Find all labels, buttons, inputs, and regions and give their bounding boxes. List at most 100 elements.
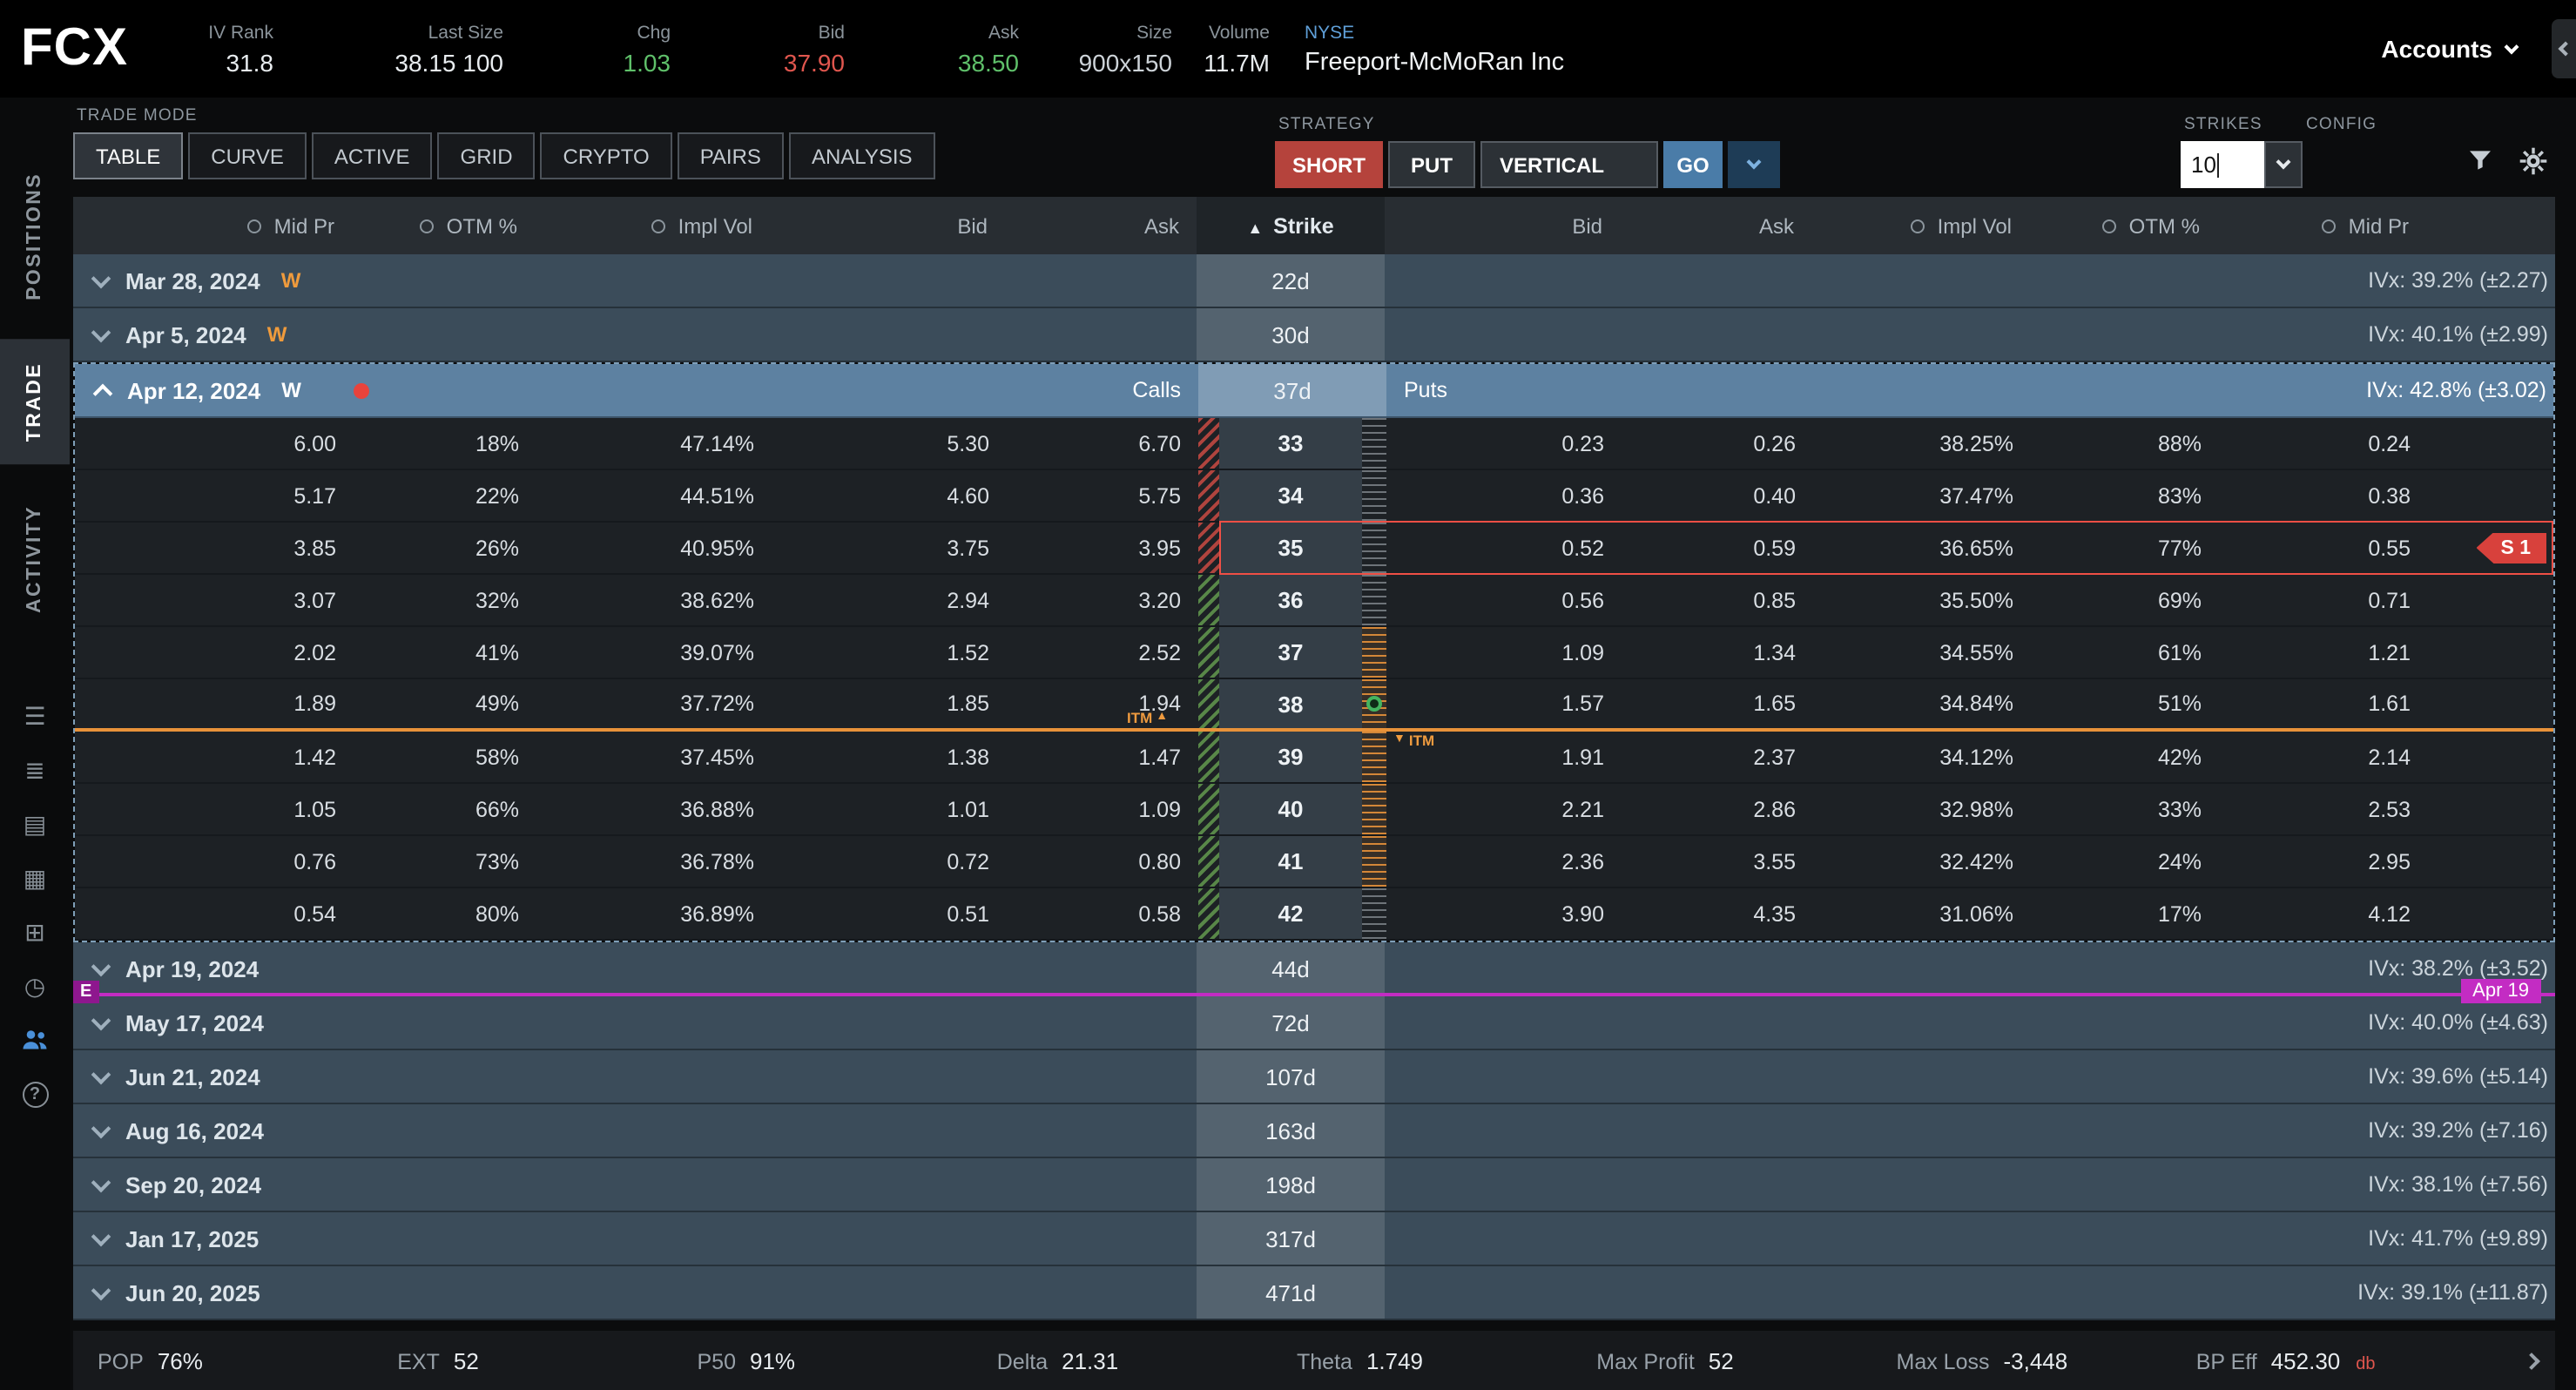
history-icon[interactable]: ◷ bbox=[24, 971, 46, 1000]
call-bid-price[interactable]: 4.60 bbox=[947, 483, 989, 508]
go-button[interactable]: GO bbox=[1663, 141, 1723, 188]
strike-price[interactable]: 38 bbox=[1219, 679, 1362, 728]
call-bid-price[interactable]: 5.30 bbox=[947, 431, 989, 455]
call-ask-price[interactable]: 5.75 bbox=[1138, 483, 1181, 508]
put-ask-price[interactable]: 0.26 bbox=[1753, 431, 1796, 455]
column-header-strike[interactable]: Strike bbox=[1197, 197, 1385, 254]
call-ask-price[interactable]: 0.58 bbox=[1138, 901, 1181, 926]
strikes-dropdown-arrow[interactable] bbox=[2264, 141, 2303, 188]
put-bid-price[interactable]: 0.36 bbox=[1561, 483, 1604, 508]
apps-grid-icon[interactable]: ⊞ bbox=[24, 917, 45, 946]
expiration-expander[interactable] bbox=[73, 254, 125, 307]
column-header-call-iv[interactable]: Impl Vol bbox=[535, 197, 770, 254]
expiration-expander[interactable] bbox=[73, 1104, 125, 1157]
call-ask-price[interactable]: 3.20 bbox=[1138, 588, 1181, 612]
put-ask-price[interactable]: 2.37 bbox=[1753, 745, 1796, 769]
put-ask-price[interactable]: 0.85 bbox=[1753, 588, 1796, 612]
call-bid-price[interactable]: 1.01 bbox=[947, 797, 989, 821]
short-position-badge[interactable]: S 1 bbox=[2476, 532, 2546, 563]
expiration-expander[interactable] bbox=[73, 996, 125, 1049]
column-header-put-bid[interactable]: Bid bbox=[1385, 197, 1620, 254]
expiration-row[interactable]: Apr 5, 2024 W 30d IVx: 40.1% (±2.99) bbox=[73, 308, 2555, 362]
sidebar-tab-positions[interactable]: POSITIONS bbox=[24, 172, 45, 300]
call-ask-price[interactable]: 3.95 bbox=[1138, 536, 1181, 560]
put-bid-price[interactable]: 2.21 bbox=[1561, 797, 1604, 821]
column-header-put-iv[interactable]: Impl Vol bbox=[1811, 197, 2029, 254]
put-ask-price[interactable]: 4.35 bbox=[1753, 901, 1796, 926]
strategy-type-button[interactable]: PUT bbox=[1388, 141, 1475, 188]
put-ask-price[interactable]: 2.86 bbox=[1753, 797, 1796, 821]
tab-crypto[interactable]: CRYPTO bbox=[540, 132, 672, 179]
expiration-row[interactable]: Mar 28, 2024 W 22d IVx: 39.2% (±2.27) bbox=[73, 254, 2555, 308]
journal-icon[interactable]: ▤ bbox=[23, 809, 47, 838]
call-bid-price[interactable]: 1.85 bbox=[947, 692, 989, 716]
tab-grid[interactable]: GRID bbox=[437, 132, 536, 179]
expiration-expander[interactable] bbox=[73, 1266, 125, 1319]
put-bid-price[interactable]: 0.23 bbox=[1561, 431, 1604, 455]
tab-table[interactable]: TABLE bbox=[73, 132, 184, 179]
strike-price[interactable]: 36 bbox=[1219, 575, 1362, 625]
put-ask-price[interactable]: 1.65 bbox=[1753, 692, 1796, 716]
call-ask-price[interactable]: 6.70 bbox=[1138, 431, 1181, 455]
column-header-call-otm[interactable]: OTM % bbox=[352, 197, 535, 254]
sidebar-tab-trade[interactable]: TRADE bbox=[0, 340, 70, 466]
expand-summary-button[interactable] bbox=[2496, 1352, 2540, 1369]
expiration-expander[interactable] bbox=[73, 1212, 125, 1265]
put-bid-price[interactable]: 2.36 bbox=[1561, 849, 1604, 874]
strike-price[interactable]: 34 bbox=[1219, 470, 1362, 521]
expiration-row[interactable]: Jun 21, 2024 107d IVx: 39.6% (±5.14) bbox=[73, 1050, 2555, 1104]
call-ask-price[interactable]: 1.94 bbox=[1138, 692, 1181, 716]
put-bid-price[interactable]: 3.90 bbox=[1561, 901, 1604, 926]
tab-active[interactable]: ACTIVE bbox=[311, 132, 433, 179]
tab-analysis[interactable]: ANALYSIS bbox=[788, 132, 935, 179]
expiration-expander[interactable] bbox=[73, 308, 125, 361]
collapse-panel-button[interactable] bbox=[2552, 19, 2576, 78]
column-header-call-mid[interactable]: Mid Pr bbox=[125, 197, 352, 254]
call-ask-price[interactable]: 1.47 bbox=[1138, 745, 1181, 769]
tab-curve[interactable]: CURVE bbox=[188, 132, 307, 179]
column-header-put-otm[interactable]: OTM % bbox=[2029, 197, 2217, 254]
strike-price[interactable]: 41 bbox=[1219, 836, 1362, 887]
orders-icon[interactable]: ≣ bbox=[24, 755, 45, 784]
call-ask-price[interactable]: 1.09 bbox=[1138, 797, 1181, 821]
column-header-put-mid[interactable]: Mid Pr bbox=[2217, 197, 2426, 254]
put-ask-price[interactable]: 3.55 bbox=[1753, 849, 1796, 874]
expiration-expander[interactable] bbox=[73, 1050, 125, 1103]
expiration-row[interactable]: Jan 17, 2025 317d IVx: 41.7% (±9.89) bbox=[73, 1212, 2555, 1266]
strike-price[interactable]: 33 bbox=[1219, 418, 1362, 469]
help-icon[interactable]: ? bbox=[0, 1076, 70, 1111]
expiration-row[interactable]: Aug 16, 2024 163d IVx: 39.2% (±7.16) bbox=[73, 1104, 2555, 1158]
put-bid-price[interactable]: 1.57 bbox=[1561, 692, 1604, 716]
curve-analysis-icon[interactable]: ▦ bbox=[23, 863, 47, 892]
expiration-row[interactable]: May 17, 2024 72d IVx: 40.0% (±4.63) bbox=[73, 996, 2555, 1050]
filter-icon[interactable] bbox=[2466, 146, 2494, 183]
column-header-call-bid[interactable]: Bid bbox=[770, 197, 1005, 254]
strike-price[interactable]: 40 bbox=[1219, 784, 1362, 834]
sidebar-tab-activity[interactable]: ACTIVITY bbox=[24, 505, 45, 614]
put-ask-price[interactable]: 1.34 bbox=[1753, 640, 1796, 665]
call-ask-price[interactable]: 2.52 bbox=[1138, 640, 1181, 665]
put-bid-price[interactable]: 1.09 bbox=[1561, 640, 1604, 665]
strike-price[interactable]: 42 bbox=[1219, 888, 1362, 939]
strike-price[interactable]: 37 bbox=[1219, 627, 1362, 678]
call-bid-price[interactable]: 0.72 bbox=[947, 849, 989, 874]
put-ask-price[interactable]: 0.59 bbox=[1753, 536, 1796, 560]
strike-price[interactable]: 35 bbox=[1219, 523, 1362, 573]
tab-pairs[interactable]: PAIRS bbox=[677, 132, 784, 179]
strategy-dropdown-button[interactable] bbox=[1728, 141, 1780, 188]
strikes-input[interactable]: 10 bbox=[2181, 141, 2264, 188]
watchlist-icon[interactable]: ☰ bbox=[24, 701, 46, 730]
accounts-menu[interactable]: Accounts bbox=[2381, 35, 2519, 63]
column-header-put-ask[interactable]: Ask bbox=[1620, 197, 1811, 254]
expiration-expander[interactable] bbox=[75, 364, 127, 416]
strike-price[interactable]: 39 bbox=[1219, 732, 1362, 782]
put-ask-price[interactable]: 0.40 bbox=[1753, 483, 1796, 508]
expiration-row[interactable]: Sep 20, 2024 198d IVx: 38.1% (±7.56) bbox=[73, 1158, 2555, 1212]
call-bid-price[interactable]: 1.52 bbox=[947, 640, 989, 665]
strikes-dropdown[interactable]: 10 bbox=[2181, 141, 2303, 188]
gear-icon[interactable] bbox=[2519, 145, 2548, 184]
strategy-side-button[interactable]: SHORT bbox=[1275, 141, 1383, 188]
strategy-shape-button[interactable]: VERTICAL bbox=[1480, 141, 1658, 188]
call-ask-price[interactable]: 0.80 bbox=[1138, 849, 1181, 874]
expiration-row[interactable]: Jun 20, 2025 471d IVx: 39.1% (±11.87) bbox=[73, 1266, 2555, 1320]
